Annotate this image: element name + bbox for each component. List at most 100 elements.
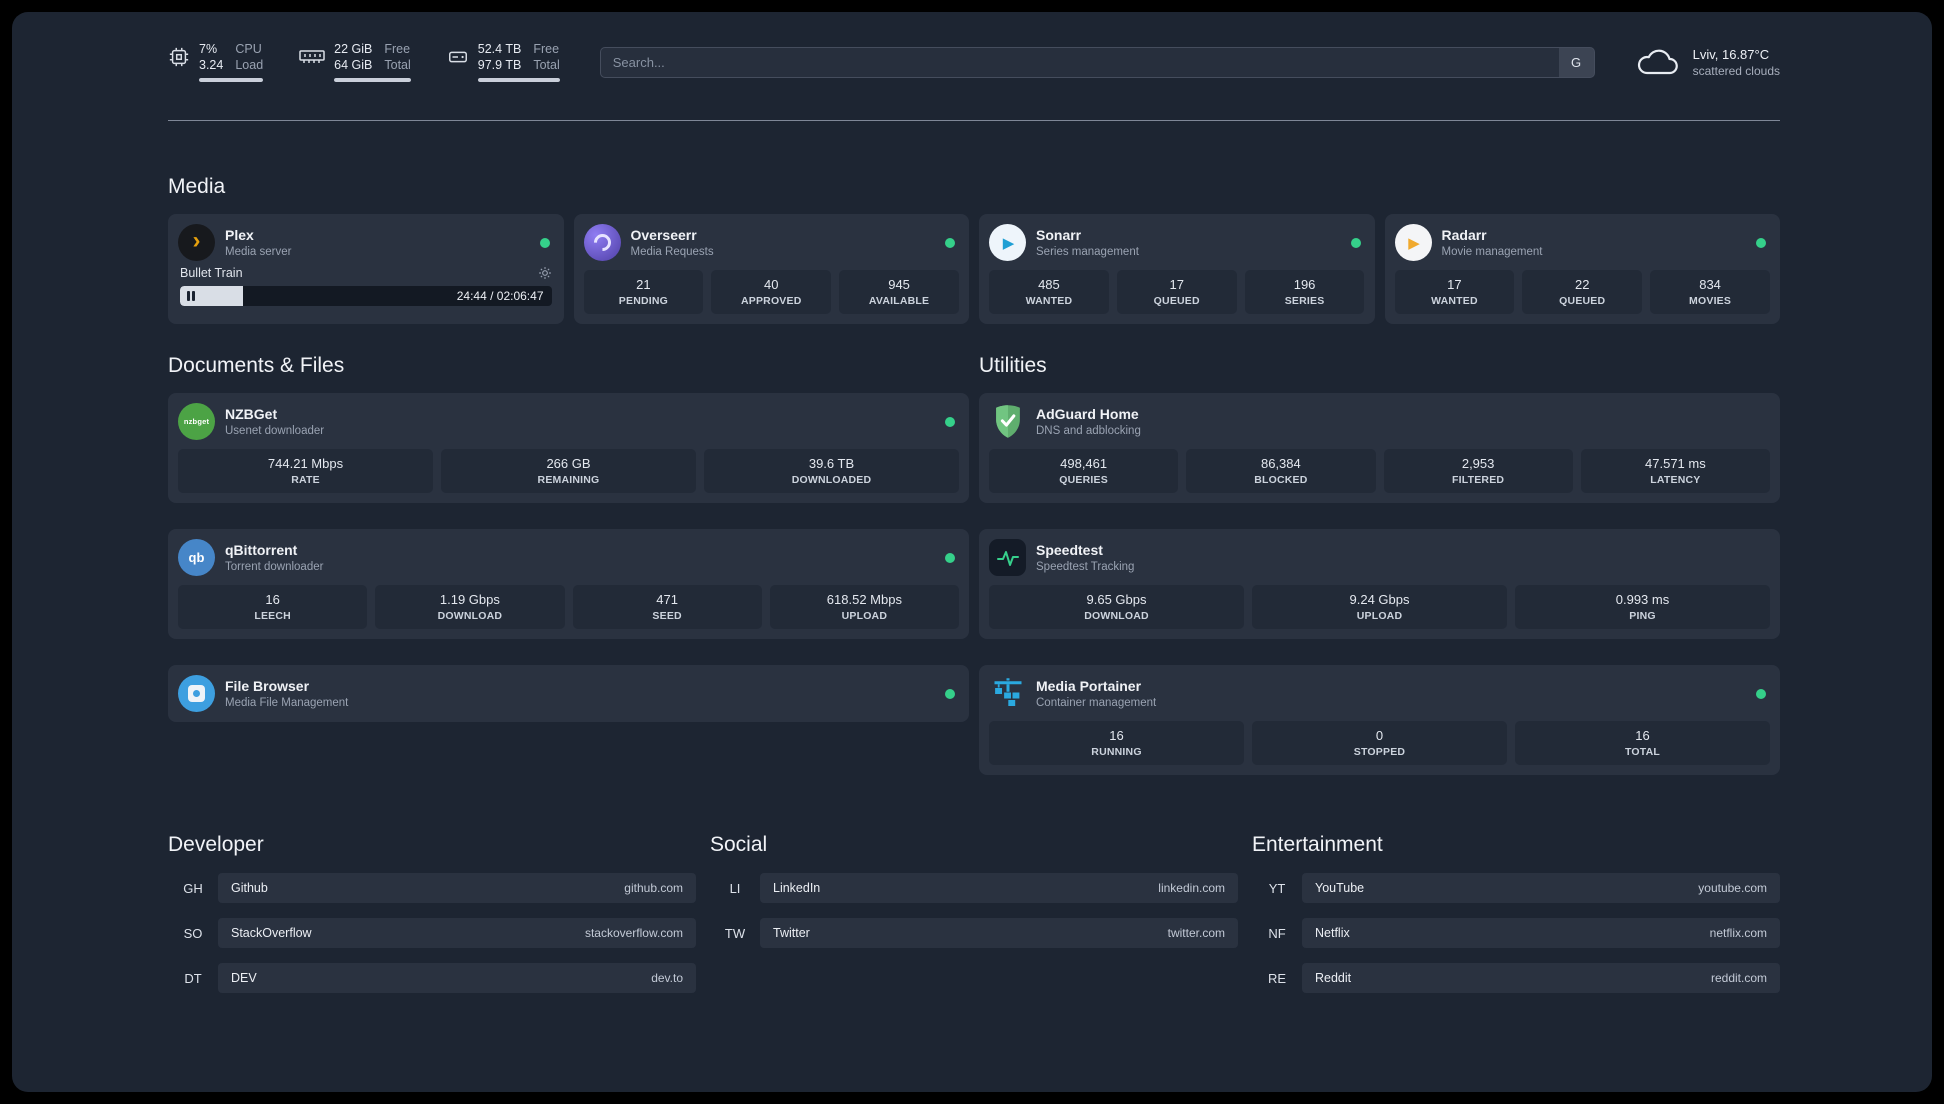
service-subtitle: Container management [1036, 696, 1157, 709]
service-subtitle: Usenet downloader [225, 424, 325, 437]
stat-label: SERIES [1284, 295, 1325, 307]
search-input[interactable] [599, 46, 1559, 78]
status-dot [945, 552, 955, 563]
nzbget-header: nzbget NZBGet Usenet downloader [178, 403, 959, 440]
bookmark-pill: StackOverflow stackoverflow.com [218, 918, 696, 948]
portainer-header: Media Portainer Container management [989, 675, 1770, 712]
service-subtitle: Movie management [1441, 245, 1543, 258]
stat-label: MOVIES [1689, 295, 1732, 307]
bookmark-pill: Reddit reddit.com [1302, 963, 1780, 993]
bookmark-youtube[interactable]: YT YouTube youtube.com [1252, 873, 1780, 903]
stat-upload: 9.24 Gbps UPLOAD [1252, 585, 1507, 629]
bookmark-group-developer: Developer GH Github github.com SO StackO… [168, 833, 696, 993]
memory-widget: 22 GiB 64 GiB Free Total [299, 42, 411, 82]
bookmark-reddit[interactable]: RE Reddit reddit.com [1252, 963, 1780, 993]
bookmark-stackoverflow[interactable]: SO StackOverflow stackoverflow.com [168, 918, 696, 948]
stat-label: QUEUED [1559, 295, 1606, 307]
stat-value: 485 [1038, 277, 1060, 292]
plex-now-playing: Bullet Train 24:44 / 02:06:47 [178, 266, 554, 306]
disk-icon [448, 51, 467, 63]
bookmark-netflix[interactable]: NF Netflix netflix.com [1252, 918, 1780, 948]
stat-value: 22 [1575, 277, 1590, 292]
stats-row: 21 PENDING 40 APPROVED 945 AVAILABLE [583, 270, 960, 314]
status-dot [945, 416, 955, 427]
stat-value: 9.24 Gbps [1349, 592, 1410, 607]
weather-widget: Lviv, 16.87°C scattered clouds [1635, 46, 1780, 78]
service-card-speedtest[interactable]: Speedtest Speedtest Tracking 9.65 Gbps DO… [979, 529, 1780, 639]
stats-row: 485 WANTED 17 QUEUED 196 SERIES [989, 270, 1365, 314]
memory-free: 22 GiB [334, 42, 373, 56]
service-card-plex[interactable]: › Plex Media server Bullet Train [168, 214, 564, 324]
qbittorrent-icon: qb [178, 539, 215, 576]
search-engine-button[interactable]: G [1558, 46, 1595, 78]
service-card-sonarr[interactable]: ▶ Sonarr Series management 485 WANTED 17 Q… [979, 214, 1375, 324]
stat-value: 471 [656, 592, 678, 607]
bookmark-github[interactable]: GH Github github.com [168, 873, 696, 903]
section-title-social: Social [710, 833, 768, 856]
speedtest-header: Speedtest Speedtest Tracking [989, 539, 1770, 576]
service-card-radarr[interactable]: ▶ Radarr Movie management 17 WANTED 22 QUE… [1384, 214, 1780, 324]
bookmark-url: stackoverflow.com [584, 926, 683, 940]
stat-pending: 21 PENDING [583, 270, 704, 314]
stat-remaining: 266 GB REMAINING [441, 449, 696, 493]
service-subtitle: Torrent downloader [225, 560, 324, 573]
stats-row: 17 WANTED 22 QUEUED 834 MOVIES [1394, 270, 1771, 314]
bookmark-twitter[interactable]: TW Twitter twitter.com [710, 918, 1238, 948]
disk-total: 97.9 TB [477, 58, 522, 72]
bookmark-pill: DEV dev.to [218, 963, 696, 993]
bookmark-group-entertainment: Entertainment YT YouTube youtube.com NF … [1252, 833, 1780, 993]
service-card-filebrowser[interactable]: File Browser Media File Management [168, 665, 969, 722]
stat-label: LATENCY [1650, 474, 1701, 486]
stats-row: 498,461 QUERIES 86,384 BLOCKED 2,953 FILTER… [989, 449, 1770, 493]
portainer-crane-icon [989, 675, 1026, 712]
stat-value: 834 [1699, 277, 1721, 292]
plex-header: › Plex Media server [178, 224, 554, 261]
stat-label: TOTAL [1624, 746, 1661, 758]
qbittorrent-logo-text: qb [188, 550, 205, 565]
disk-bar [477, 78, 560, 82]
cpu-label: CPU [235, 42, 262, 56]
stat-value: 40 [764, 277, 779, 292]
bookmark-pill: LinkedIn linkedin.com [760, 873, 1238, 903]
search-bar: G [599, 46, 1595, 78]
settings-gear-icon[interactable] [538, 266, 552, 280]
bookmark-name: Github [231, 881, 268, 895]
service-card-portainer[interactable]: Media Portainer Container management 16 R… [979, 665, 1780, 775]
stat-wanted: 17 WANTED [1394, 270, 1515, 314]
status-dot [1756, 237, 1766, 248]
documents-column: Documents & Files nzbget NZBGet Usenet d… [168, 354, 969, 775]
service-card-nzbget[interactable]: nzbget NZBGet Usenet downloader 744.21 M… [168, 393, 969, 503]
section-title-documents: Documents & Files [168, 354, 345, 377]
disk-free-label: Free [533, 42, 560, 56]
bookmark-name: DEV [231, 971, 257, 985]
service-card-overseerr[interactable]: Overseerr Media Requests 21 PENDING 40 APP… [573, 214, 969, 324]
filebrowser-disk-icon [188, 685, 205, 702]
playback-progress-bar[interactable]: 24:44 / 02:06:47 [180, 286, 552, 306]
stat-value: 744.21 Mbps [267, 456, 344, 471]
bookmark-name: YouTube [1315, 881, 1365, 895]
service-name: Radarr [1441, 226, 1487, 243]
bookmark-abbr: DT [184, 970, 202, 986]
stat-label: DOWNLOAD [1084, 610, 1149, 622]
bookmark-pill: Twitter twitter.com [760, 918, 1238, 948]
stat-value: 266 GB [546, 456, 591, 471]
radarr-icon: ▶ [1394, 224, 1432, 261]
stat-label: FILTERED [1452, 474, 1505, 486]
stat-value: 17 [1447, 277, 1462, 292]
bookmark-linkedin[interactable]: LI LinkedIn linkedin.com [710, 873, 1238, 903]
speedtest-icon [989, 539, 1026, 576]
stat-value: 618.52 Mbps [826, 592, 902, 607]
bookmarks-section: Developer GH Github github.com SO StackO… [168, 833, 1780, 993]
stat-label: WANTED [1431, 295, 1478, 307]
stats-row: 16 LEECH 1.19 Gbps DOWNLOAD 471 SEED 618.52… [178, 585, 959, 629]
bookmark-abbr: RE [1267, 970, 1287, 986]
stat-value: 16 [1109, 728, 1124, 743]
pause-icon[interactable] [187, 291, 195, 301]
service-subtitle: Media Requests [630, 245, 714, 258]
overseerr-header: Overseerr Media Requests [583, 224, 960, 261]
service-card-adguard[interactable]: AdGuard Home DNS and adblocking 498,461 Q… [979, 393, 1780, 503]
bookmark-dev[interactable]: DT DEV dev.to [168, 963, 696, 993]
service-card-qbittorrent[interactable]: qb qBittorrent Torrent downloader 16 LEEC… [168, 529, 969, 639]
radarr-play-icon: ▶ [1408, 234, 1420, 252]
weather-location: Lviv, 16.87°C [1692, 46, 1770, 62]
